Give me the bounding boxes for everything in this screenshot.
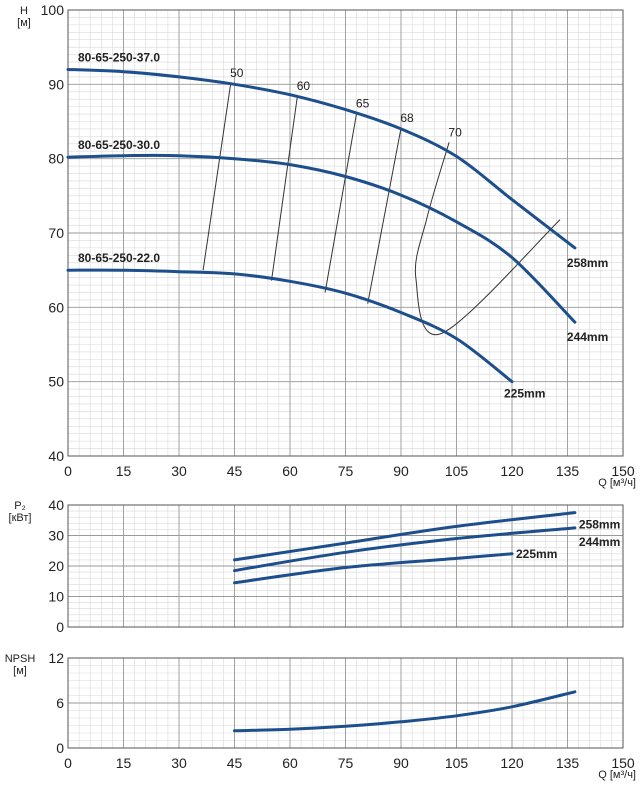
x-tick-label: 120 xyxy=(500,463,524,479)
y-tick-label: 50 xyxy=(48,374,64,390)
power-curve-2 xyxy=(233,552,514,585)
power-curve-0 xyxy=(233,511,577,562)
curve-end-label: 258mm xyxy=(567,256,608,270)
y-tick-label: 40 xyxy=(48,448,64,464)
y-axis-label: P₂ xyxy=(14,500,26,512)
efficiency-label: 50 xyxy=(230,66,244,80)
x-axis-label: Q [м³/ч] xyxy=(598,477,636,489)
x-tick-label: 30 xyxy=(171,463,187,479)
efficiency-line-70 xyxy=(414,142,561,336)
plot-frame xyxy=(67,657,624,749)
power-curve-1 xyxy=(233,526,577,573)
x-tick-label: 105 xyxy=(445,463,469,479)
y-axis-label: [м] xyxy=(17,17,31,29)
x-tick-label: 150 xyxy=(611,463,635,479)
y-axis-label: H xyxy=(20,5,28,17)
y-tick-label: 0 xyxy=(56,619,64,635)
x-tick-label: 90 xyxy=(393,463,409,479)
head-curve-1 xyxy=(66,153,577,324)
head-curve-0 xyxy=(66,68,577,250)
x-tick-label: 135 xyxy=(556,463,580,479)
y-axis-label: [м] xyxy=(13,665,27,677)
efficiency-line-68 xyxy=(367,128,402,304)
y-tick-label: 80 xyxy=(48,151,64,167)
x-tick-label: 15 xyxy=(116,463,132,479)
x-tick-label: 120 xyxy=(500,755,524,771)
npsh-curve-0 xyxy=(233,690,577,733)
x-tick-label: 45 xyxy=(227,755,243,771)
plot-frame xyxy=(67,504,624,628)
efficiency-label: 60 xyxy=(297,79,311,93)
y-axis-label: [кВт] xyxy=(9,512,32,524)
efficiency-line-65 xyxy=(324,113,358,293)
y-tick-label: 0 xyxy=(56,740,64,756)
x-tick-label: 150 xyxy=(611,755,635,771)
power-panel xyxy=(67,504,624,628)
y-tick-label: 10 xyxy=(48,589,64,605)
x-tick-label: 75 xyxy=(338,463,354,479)
npsh-panel xyxy=(67,657,624,749)
y-tick-label: 40 xyxy=(48,497,64,513)
series-name-label: 80-65-250-22.0 xyxy=(78,251,160,265)
head-curve-2 xyxy=(66,268,514,384)
x-tick-label: 75 xyxy=(338,755,354,771)
y-tick-label: 100 xyxy=(41,2,65,18)
efficiency-label: 68 xyxy=(400,111,414,125)
x-tick-label: 90 xyxy=(393,755,409,771)
series-name-label: 80-65-250-30.0 xyxy=(78,138,160,152)
efficiency-label: 70 xyxy=(448,125,462,139)
plot-frame xyxy=(67,9,624,457)
x-tick-label: 105 xyxy=(445,755,469,771)
curve-end-label: 225mm xyxy=(504,387,545,401)
x-tick-label: 60 xyxy=(282,755,298,771)
x-tick-label: 15 xyxy=(116,755,132,771)
x-axis-label: Q [м³/ч] xyxy=(598,769,636,781)
y-tick-label: 70 xyxy=(48,225,64,241)
efficiency-label: 65 xyxy=(356,96,370,110)
power-curve-label: 258mm xyxy=(579,518,620,532)
efficiency-line-60 xyxy=(271,96,298,281)
x-tick-label: 0 xyxy=(64,755,72,771)
x-tick-label: 135 xyxy=(556,755,580,771)
x-tick-label: 0 xyxy=(64,463,72,479)
y-tick-label: 90 xyxy=(48,76,64,92)
x-tick-label: 45 xyxy=(227,463,243,479)
y-axis-label: NPSH xyxy=(5,653,36,665)
series-name-label: 80-65-250-37.0 xyxy=(78,50,160,64)
y-tick-label: 20 xyxy=(48,558,64,574)
y-tick-label: 60 xyxy=(48,299,64,315)
y-tick-label: 6 xyxy=(56,695,64,711)
power-curve-label: 244mm xyxy=(579,535,620,549)
y-tick-label: 12 xyxy=(48,650,64,666)
efficiency-line-50 xyxy=(202,82,232,271)
power-curve-label: 225mm xyxy=(516,547,557,561)
x-tick-label: 60 xyxy=(282,463,298,479)
head-panel xyxy=(66,9,624,457)
curve-end-label: 244mm xyxy=(567,330,608,344)
y-tick-label: 30 xyxy=(48,528,64,544)
x-tick-label: 30 xyxy=(171,755,187,771)
